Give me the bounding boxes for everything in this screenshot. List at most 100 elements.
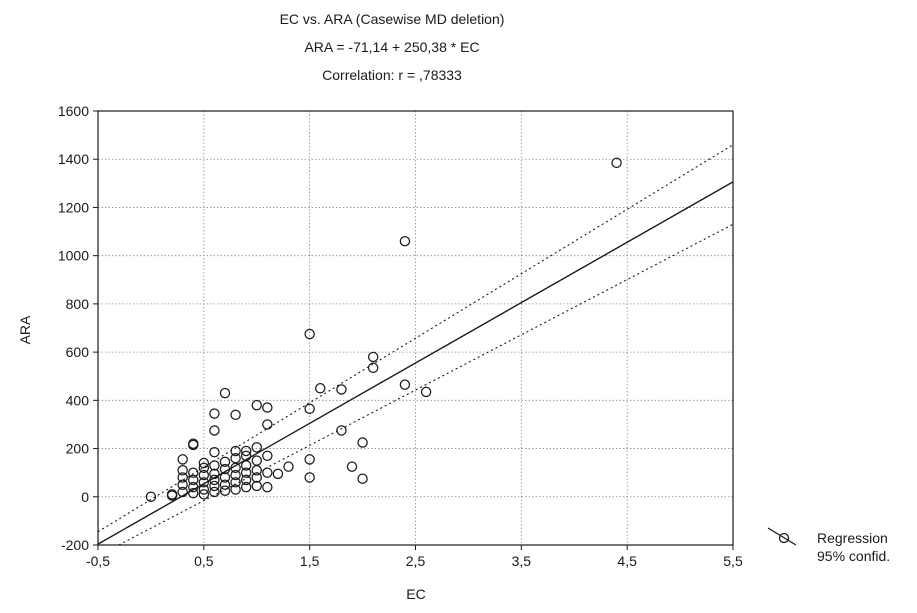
data-point bbox=[198, 489, 210, 500]
x-tick-label: 0,5 bbox=[194, 553, 214, 569]
data-point bbox=[188, 439, 199, 451]
y-tick-label: 1400 bbox=[58, 151, 89, 167]
data-point bbox=[251, 399, 262, 411]
x-tick-label: 1,5 bbox=[300, 553, 320, 569]
data-point bbox=[399, 379, 411, 390]
data-point bbox=[219, 479, 231, 490]
data-point bbox=[262, 467, 273, 478]
data-point bbox=[198, 484, 210, 495]
data-point bbox=[367, 351, 379, 363]
data-point bbox=[230, 409, 241, 421]
data-point bbox=[219, 472, 231, 483]
y-tick-label: 1600 bbox=[58, 103, 89, 119]
chart-title: EC vs. ARA (Casewise MD deletion) bbox=[280, 11, 505, 27]
data-point bbox=[166, 489, 178, 500]
confidence-band bbox=[97, 144, 734, 546]
x-tick-label: 3,5 bbox=[512, 553, 532, 569]
data-point bbox=[315, 383, 326, 394]
data-point bbox=[240, 474, 252, 486]
data-point bbox=[611, 157, 622, 169]
legend: Regression 95% confid. bbox=[767, 527, 890, 564]
x-tick-label: -0,5 bbox=[86, 553, 110, 569]
confidence-lower-line bbox=[118, 223, 734, 546]
data-point bbox=[399, 235, 411, 247]
data-point bbox=[209, 486, 220, 498]
data-point bbox=[219, 387, 231, 399]
y-tick-label: 1000 bbox=[58, 248, 89, 264]
data-point bbox=[262, 402, 273, 413]
y-tick-label: 1200 bbox=[58, 199, 89, 215]
data-point bbox=[262, 419, 273, 430]
y-tick-label: 800 bbox=[66, 296, 90, 312]
data-point bbox=[304, 454, 315, 465]
data-point bbox=[209, 446, 220, 458]
data-point bbox=[336, 384, 347, 395]
grid-lines bbox=[98, 111, 733, 545]
correlation-annotation: Correlation: r = ,78333 bbox=[322, 67, 462, 83]
data-point bbox=[230, 445, 241, 457]
legend-label-regression: Regression bbox=[817, 530, 888, 546]
y-tick-label: 0 bbox=[81, 489, 89, 505]
x-tick-label: 2,5 bbox=[406, 553, 426, 569]
data-point bbox=[304, 403, 315, 414]
data-point bbox=[177, 465, 188, 476]
data-point bbox=[346, 461, 358, 472]
data-point bbox=[420, 386, 432, 398]
data-points bbox=[145, 157, 622, 503]
data-point bbox=[198, 462, 210, 474]
data-point bbox=[336, 425, 347, 436]
regression-line bbox=[97, 181, 734, 545]
data-point bbox=[198, 477, 210, 488]
legend-regression-line-icon bbox=[767, 527, 797, 546]
x-tick-label: 4,5 bbox=[617, 553, 637, 569]
data-point bbox=[230, 452, 241, 464]
confidence-upper-line bbox=[97, 144, 734, 533]
data-point bbox=[177, 479, 188, 490]
data-point bbox=[198, 469, 210, 481]
y-tick-label: 400 bbox=[66, 392, 90, 408]
legend-label-confidence: 95% confid. bbox=[817, 548, 890, 564]
data-point bbox=[188, 474, 199, 486]
y-tick-label: 200 bbox=[66, 441, 90, 457]
y-tick-label: 600 bbox=[66, 344, 90, 360]
data-point bbox=[209, 480, 220, 492]
y-axis-label: ARA bbox=[17, 315, 33, 344]
data-point bbox=[209, 468, 220, 480]
y-tick-label: -200 bbox=[61, 537, 89, 553]
data-point bbox=[188, 481, 199, 493]
data-point bbox=[198, 457, 210, 469]
data-point bbox=[177, 472, 188, 483]
data-point bbox=[357, 473, 368, 484]
data-point bbox=[188, 487, 199, 499]
data-point bbox=[209, 408, 220, 419]
data-point bbox=[219, 463, 231, 475]
data-point bbox=[219, 456, 231, 468]
data-point bbox=[357, 437, 368, 448]
data-point bbox=[230, 469, 241, 481]
data-point bbox=[251, 480, 262, 492]
data-point bbox=[251, 472, 262, 483]
data-point bbox=[367, 362, 379, 374]
data-point bbox=[272, 468, 284, 480]
data-point bbox=[145, 491, 157, 503]
data-point bbox=[262, 481, 273, 493]
data-point bbox=[177, 454, 188, 465]
data-point bbox=[251, 455, 262, 466]
data-point bbox=[240, 450, 252, 462]
data-point bbox=[283, 461, 294, 472]
data-point bbox=[304, 472, 315, 483]
data-point bbox=[240, 467, 252, 478]
x-axis-ticks: -0,5 0,5 1,5 2,5 3,5 4,5 5,5 bbox=[86, 545, 743, 569]
data-point bbox=[230, 484, 241, 495]
data-point bbox=[240, 481, 252, 493]
data-point bbox=[262, 450, 273, 462]
x-tick-label: 5,5 bbox=[723, 553, 743, 569]
data-point bbox=[177, 486, 188, 498]
data-point bbox=[188, 467, 199, 478]
legend-circle-marker-icon bbox=[778, 532, 790, 544]
data-point bbox=[209, 474, 220, 486]
data-point bbox=[251, 442, 262, 453]
data-point bbox=[240, 445, 252, 457]
